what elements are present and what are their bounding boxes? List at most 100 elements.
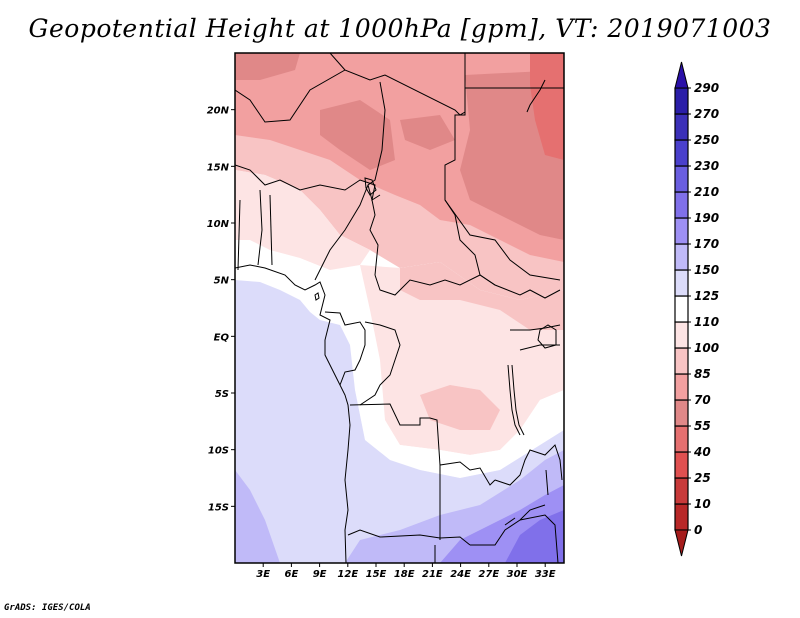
colorbar-under-arrow (674, 529, 689, 557)
colorbar-label: 55 (694, 419, 711, 433)
field-region-congo-darker (400, 262, 564, 330)
border-mozambique (519, 514, 559, 563)
colorbar-box (674, 373, 689, 401)
lat-tick-label: EQ (214, 332, 230, 343)
lat-tick-label: 5S (215, 389, 229, 400)
island-bioko (314, 292, 320, 301)
field-region-150 (235, 470, 280, 563)
lat-tick-label: 5N (214, 276, 230, 287)
lat-axis: 20N 15N 10N 5N EQ 5S 10S 15S (207, 106, 235, 513)
colorbar-label: 210 (694, 185, 719, 199)
border-west-africa-1 (257, 189, 263, 266)
colorbar-box (674, 399, 689, 427)
coast-west-africa (235, 264, 351, 563)
colorbar-label: 110 (694, 315, 719, 329)
border-congo-drc (359, 321, 401, 406)
border-uganda-kenya (510, 324, 561, 351)
map-field (235, 53, 564, 563)
lon-tick-label: 9E (313, 569, 327, 580)
lon-tick-label: 21E (422, 569, 443, 580)
field-region-190 (505, 510, 564, 563)
field-region-kasai (420, 385, 500, 430)
lon-tick-label: 18E (394, 569, 415, 580)
chart-title: Geopotential Height at 1000hPa [gpm], VT… (28, 14, 772, 43)
border-zambia-zimbabwe (470, 504, 546, 546)
colorbar-box (674, 217, 689, 245)
lon-axis: 3E 6E 9E 12E 15E 18E 21E 24E 27E 30E 33E (256, 563, 556, 580)
lake-chad (364, 177, 377, 196)
lon-tick-label: 3E (256, 569, 270, 580)
colorbar-label: 10 (694, 497, 711, 511)
colorbar-box (674, 113, 689, 141)
lon-tick-label: 6E (285, 569, 299, 580)
colorbar-box (674, 477, 689, 505)
border-south-sudan (444, 199, 561, 281)
field-region-110-south (365, 390, 564, 478)
border-algeria-libya (329, 53, 346, 71)
colorbar-box (674, 295, 689, 323)
colorbar-box (674, 139, 689, 167)
field-region-125-west (235, 280, 564, 563)
border-zambia-east (494, 444, 563, 486)
border-car-drc (374, 274, 561, 299)
colorbar-label: 290 (694, 81, 719, 95)
field-region-55b (320, 100, 395, 170)
border-chad-west (367, 81, 386, 276)
lat-tick-label: 15N (207, 162, 230, 173)
colorbar-label: 25 (694, 471, 711, 485)
lake-kariba (504, 517, 516, 526)
colorbar-label: 85 (694, 367, 711, 381)
colorbar-box (674, 165, 689, 193)
colorbar-box (674, 191, 689, 219)
colorbar-box (674, 321, 689, 349)
colorbar-box (674, 87, 689, 115)
country-borders (235, 53, 564, 563)
lon-tick-label: 15E (366, 569, 387, 580)
lon-tick-label: 30E (507, 569, 528, 580)
colorbar-label: 250 (694, 133, 719, 147)
border-nigeria-cameroon (314, 184, 369, 281)
colorbar-box (674, 269, 689, 297)
lake-victoria (537, 324, 557, 349)
lat-tick-label: 15S (208, 502, 229, 513)
lon-tick-label: 27E (478, 569, 499, 580)
lake-malawi (545, 469, 549, 496)
colorbar-box (674, 425, 689, 453)
field-region-100 (235, 170, 370, 270)
plot-frame (234, 52, 565, 564)
colorbar-label: 150 (694, 263, 719, 277)
lon-tick-label: 12E (337, 569, 358, 580)
colorbar-label: 190 (694, 211, 719, 225)
colorbar-box (674, 503, 689, 531)
colorbar-label: 70 (694, 393, 711, 407)
border-west-africa-3 (237, 199, 241, 271)
colorbar-box (674, 451, 689, 479)
colorbar-label: 230 (694, 159, 719, 173)
lon-tick-label: 24E (450, 569, 471, 580)
lat-tick-label: 20N (207, 106, 230, 117)
border-drc-angola (349, 403, 496, 486)
lake-tanganyika (507, 364, 525, 436)
grads-credit: GrADS: IGES/COLA (4, 603, 91, 613)
field-region-40 (530, 53, 564, 160)
border-gabon (324, 311, 366, 386)
lat-tick-label: 10S (208, 446, 229, 457)
colorbar-box (674, 243, 689, 271)
field-region-55c (235, 53, 300, 80)
colorbar-label: 40 (693, 445, 711, 459)
colorbar-label: 125 (694, 289, 719, 303)
colorbar-over-arrow (674, 61, 689, 89)
colorbar-label: 0 (694, 523, 702, 537)
colorbar-box (674, 347, 689, 375)
colorbar-label: 270 (694, 107, 719, 121)
border-angola-namibia (347, 529, 471, 546)
border-west-africa-2 (269, 194, 273, 266)
lat-tick-label: 10N (207, 219, 230, 230)
coast-red-sea (526, 79, 546, 113)
border-niger-nigeria (235, 164, 381, 202)
lon-tick-label: 33E (535, 569, 556, 580)
colorbar-label: 100 (694, 341, 719, 355)
field-region-55d (400, 115, 455, 150)
colorbar-label: 170 (694, 237, 719, 251)
